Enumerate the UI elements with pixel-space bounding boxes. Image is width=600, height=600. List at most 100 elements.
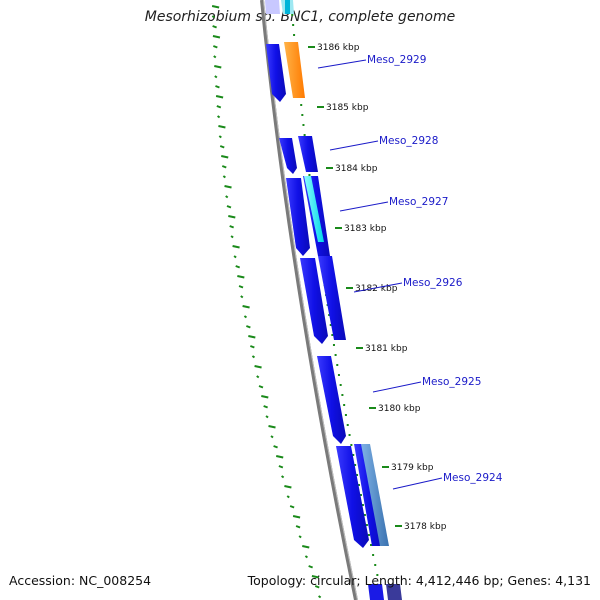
outer-dot: [336, 364, 339, 366]
gene-label-leader: [353, 282, 403, 293]
outer-dot: [372, 554, 375, 556]
gene-label-leader: [339, 201, 389, 212]
outer-dot: [292, 24, 295, 26]
gc-tick: [251, 355, 256, 359]
outer-dot: [365, 524, 368, 526]
genome-summary-text: Topology: circular; Length: 4,412,446 bp…: [247, 573, 591, 588]
partial-feature-bottom-1: [368, 584, 384, 600]
outer-dot: [332, 344, 335, 346]
cds-feature[interactable]: [279, 138, 297, 174]
gene-features: [266, 42, 402, 600]
gc-tick: [311, 575, 320, 579]
outer-dot: [293, 34, 296, 36]
cds-feature-steelblue[interactable]: [361, 444, 389, 546]
outer-dot: [329, 324, 332, 326]
cds-feature-cyan[interactable]: [304, 176, 324, 242]
gene-labels: Meso_2929 Meso_2928 Meso_2927 Meso_2926 Meso…: [317, 54, 503, 490]
gc-tick: [298, 535, 302, 539]
gene-label-leader: [329, 140, 379, 151]
cds-feature[interactable]: [336, 446, 369, 548]
gene-label[interactable]: Meso_2925: [422, 376, 481, 388]
gc-tick: [268, 425, 276, 429]
kbp-tick-label: 3183 kbp: [344, 224, 387, 234]
gc-tick: [281, 475, 285, 479]
outer-dot: [376, 574, 379, 576]
outer-dot: [357, 484, 360, 486]
outer-dot: [344, 414, 347, 416]
gc-content-track: [211, 5, 322, 599]
gc-tick: [250, 345, 255, 349]
outer-dot: [301, 114, 304, 116]
kbp-tick-label: 3181 kbp: [365, 344, 408, 354]
outer-dot: [367, 534, 370, 536]
gc-tick: [318, 595, 322, 599]
gc-tick: [232, 245, 240, 249]
outer-dot: [370, 544, 373, 546]
gc-tick: [270, 435, 274, 439]
gene-label[interactable]: Meso_2928: [379, 135, 438, 147]
gc-tick: [284, 485, 292, 489]
gc-tick: [242, 305, 250, 309]
outer-dot: [346, 424, 349, 426]
outer-dot: [339, 384, 342, 386]
gc-tick: [235, 265, 241, 269]
cds-feature[interactable]: [286, 178, 310, 256]
gc-tick: [237, 275, 245, 279]
gc-tick: [248, 335, 256, 339]
outer-dot: [308, 174, 311, 176]
gc-tick: [228, 215, 236, 219]
cds-feature[interactable]: [317, 356, 346, 444]
gc-tick: [221, 165, 227, 169]
outer-dot: [352, 454, 355, 456]
cds-feature[interactable]: [266, 44, 286, 102]
gc-tick: [212, 25, 217, 29]
outer-dot: [348, 434, 351, 436]
cds-feature[interactable]: [318, 256, 346, 340]
gc-tick: [225, 195, 229, 199]
outer-dot: [302, 124, 305, 126]
outer-dot: [303, 134, 306, 136]
gc-tick: [218, 125, 226, 129]
outer-dot: [291, 14, 294, 16]
gc-tick: [215, 95, 224, 99]
gene-label[interactable]: Meso_2929: [367, 54, 426, 66]
kbp-tick-label: 3178 kbp: [404, 522, 447, 532]
gc-tick: [254, 365, 262, 369]
gene-label[interactable]: Meso_2927: [389, 196, 448, 208]
gc-tick: [221, 155, 229, 159]
gc-tick: [213, 55, 217, 59]
gc-tick: [256, 375, 260, 379]
gc-tick: [229, 225, 235, 229]
outer-dot: [328, 314, 331, 316]
gc-tick: [302, 545, 310, 549]
kbp-tick-label: 3179 kbp: [391, 463, 434, 473]
outer-dot: [337, 374, 340, 376]
outer-dot: [354, 464, 357, 466]
gc-tick: [215, 85, 220, 89]
gene-label[interactable]: Meso_2926: [403, 277, 463, 289]
kbp-tick-label: 3184 kbp: [335, 164, 378, 174]
cds-feature-orange[interactable]: [284, 42, 305, 98]
outer-dot: [361, 504, 364, 506]
outer-dot: [359, 494, 362, 496]
outer-dot: [356, 474, 359, 476]
partial-feature-top-1: [265, 0, 280, 14]
gc-tick: [295, 525, 301, 529]
gc-tick: [289, 505, 295, 509]
accession-text: Accession: NC_008254: [9, 573, 152, 588]
cds-feature[interactable]: [298, 136, 318, 172]
cds-feature[interactable]: [300, 258, 328, 344]
gc-tick: [222, 175, 226, 179]
gc-tick: [238, 285, 244, 289]
gc-tick: [226, 205, 232, 209]
gc-tick: [273, 445, 278, 449]
gene-label-leader: [392, 477, 443, 490]
outer-dot: [341, 394, 344, 396]
map-title: Mesorhizobium sp. BNC1, complete genome: [144, 9, 456, 25]
gc-tick: [214, 75, 218, 79]
outer-dot: [343, 404, 346, 406]
gc-tick: [211, 15, 215, 19]
gene-label[interactable]: Meso_2924: [443, 472, 503, 484]
partial-feature-bottom-2: [386, 584, 402, 600]
gc-tick: [211, 5, 220, 9]
